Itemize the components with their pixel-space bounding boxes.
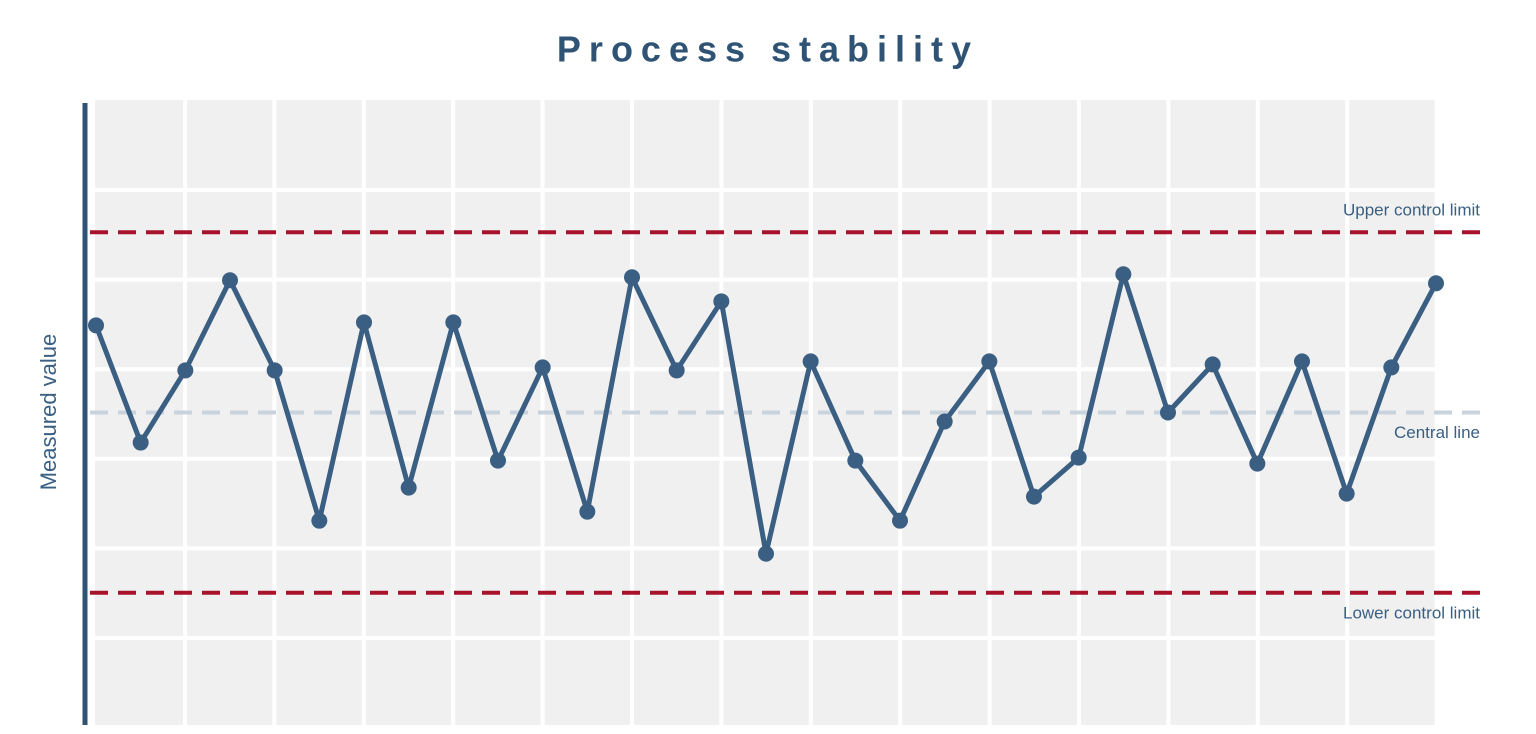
data-point	[1249, 455, 1266, 472]
control-line-label: Lower control limit	[1343, 603, 1480, 622]
data-point	[624, 269, 640, 286]
data-point	[713, 293, 730, 310]
data-point	[1294, 353, 1310, 370]
data-point	[1026, 488, 1042, 505]
data-point	[579, 503, 596, 520]
y-axis-label: Measured value	[36, 334, 61, 491]
data-point	[490, 452, 506, 469]
data-point	[222, 272, 238, 289]
data-point	[177, 362, 194, 379]
data-point	[1428, 275, 1444, 292]
data-point	[668, 362, 685, 379]
data-point	[88, 317, 104, 334]
data-point	[534, 359, 551, 376]
data-point	[445, 314, 462, 331]
chart-title: Process stability	[557, 29, 979, 70]
data-point	[356, 314, 372, 331]
data-point	[1204, 356, 1221, 373]
data-point	[1338, 485, 1355, 502]
data-point	[132, 434, 149, 451]
data-point	[892, 512, 908, 529]
data-point	[1160, 404, 1176, 421]
data-point	[1070, 449, 1087, 466]
data-point	[266, 362, 283, 379]
data-point	[311, 512, 328, 529]
data-point	[1383, 359, 1400, 376]
data-point	[936, 413, 953, 430]
data-point	[400, 479, 417, 496]
data-point	[802, 353, 819, 370]
data-point	[847, 452, 864, 469]
control-line-label: Upper control limit	[1343, 201, 1480, 220]
control-line-label: Central line	[1394, 423, 1480, 442]
data-point	[758, 545, 774, 562]
data-point	[981, 353, 998, 370]
data-point	[1115, 266, 1132, 283]
